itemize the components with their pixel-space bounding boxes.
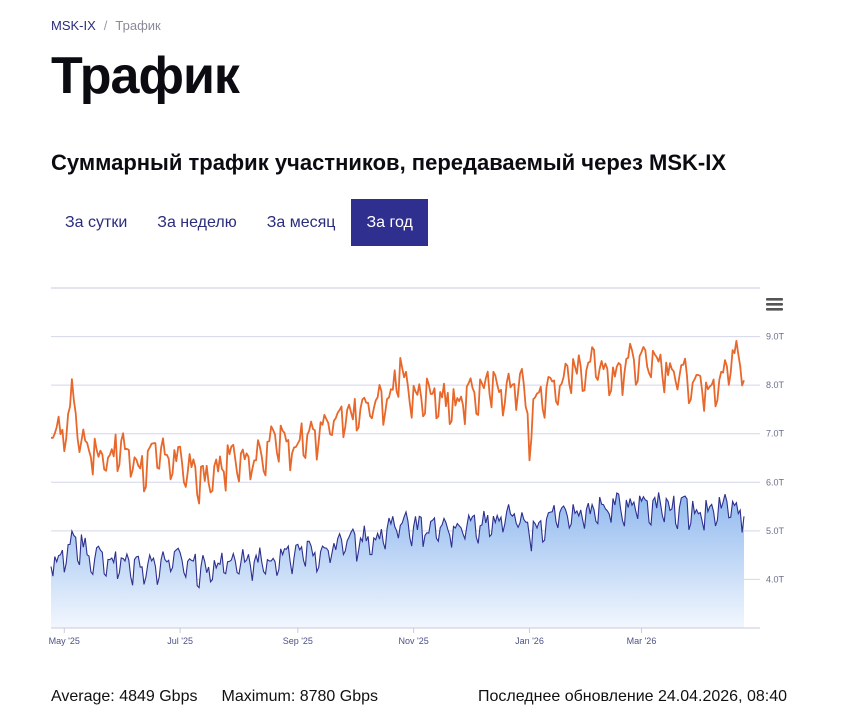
x-tick-label: May '25 [49, 636, 80, 646]
last-updated: Последнее обновление 24.04.2026, 08:40 [478, 688, 787, 705]
x-tick-label: Nov '25 [399, 636, 429, 646]
breadcrumb: MSK-IX / Трафик [51, 18, 161, 33]
maximum-stat: Maximum: 8780 Gbps [221, 688, 378, 705]
period-tabs: За сутки За неделю За месяц За год [51, 199, 428, 246]
x-tick-label: Jan '26 [515, 636, 544, 646]
y-tick-label: 8.0T [766, 380, 785, 390]
breadcrumb-home-link[interactable]: MSK-IX [51, 18, 96, 33]
section-title: Суммарный трафик участников, передаваемы… [51, 150, 727, 175]
x-tick-label: Jul '25 [167, 636, 193, 646]
y-tick-label: 4.0T [766, 574, 785, 584]
x-tick-label: Mar '26 [627, 636, 657, 646]
chart-menu-icon[interactable] [762, 294, 786, 314]
traffic-chart-svg: 4.0T 5.0T 6.0T 7.0T 8.0T 9.0T May '25 Jul '25 Se… [49, 287, 786, 646]
x-tick-label: Sep '25 [283, 636, 313, 646]
tab-day[interactable]: За сутки [65, 213, 128, 231]
stats-bar: Average: 4849 Gbps Maximum: 8780 Gbps По… [51, 688, 787, 706]
average-stat: Average: 4849 Gbps [51, 688, 198, 705]
y-tick-label: 6.0T [766, 477, 785, 487]
page-title: Трафик [51, 47, 240, 105]
y-tick-label: 5.0T [766, 526, 785, 536]
y-tick-label: 7.0T [766, 429, 785, 439]
y-tick-label: 9.0T [766, 332, 785, 342]
traffic-chart: 4.0T 5.0T 6.0T 7.0T 8.0T 9.0T May '25 Jul '25 Se… [0, 270, 862, 660]
tab-year[interactable]: За год [351, 199, 428, 246]
tab-week[interactable]: За неделю [157, 213, 237, 231]
average-series-line [50, 492, 745, 589]
tab-month[interactable]: За месяц [266, 213, 336, 231]
maximum-series-line [50, 340, 745, 505]
average-area-fill [51, 492, 744, 628]
breadcrumb-separator: / [103, 18, 108, 33]
breadcrumb-current: Трафик [115, 18, 161, 33]
